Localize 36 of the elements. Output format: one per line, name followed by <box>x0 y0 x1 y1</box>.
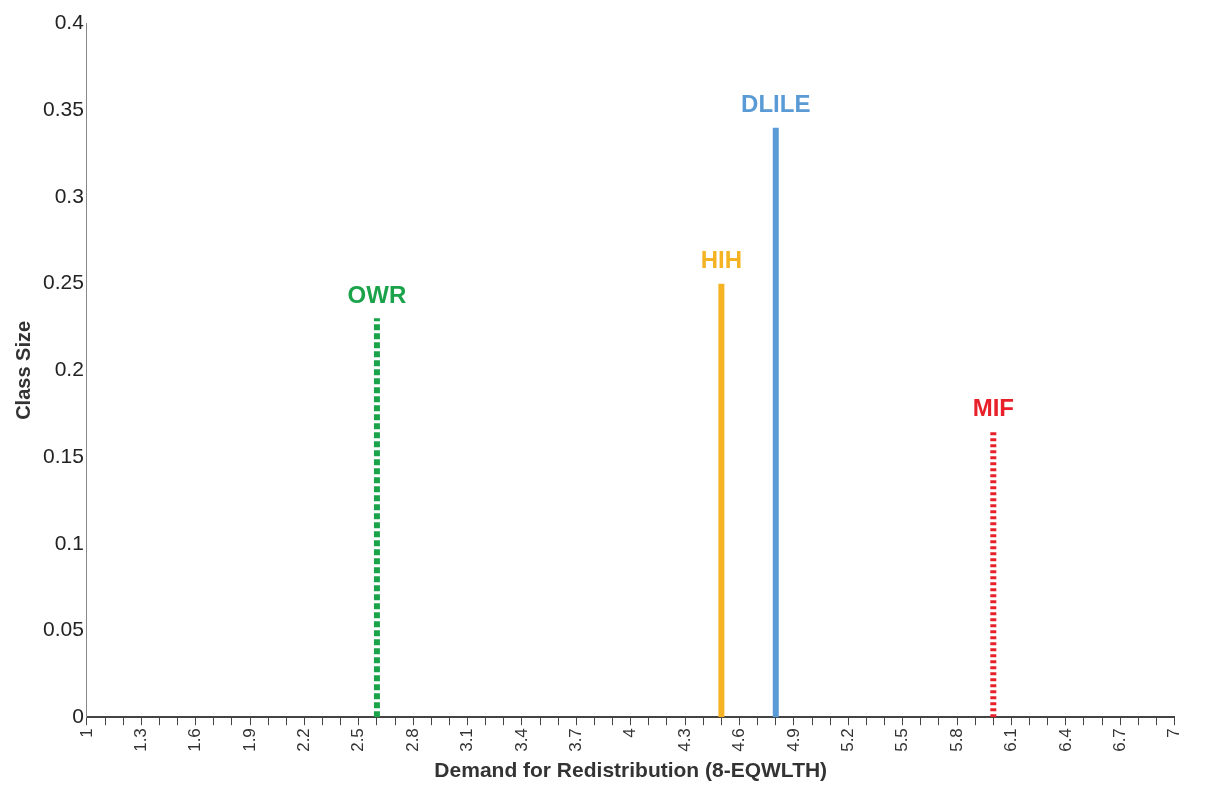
y-axis-title: Class Size <box>11 320 34 420</box>
y-tick-label: 0.4 <box>54 10 85 34</box>
x-tick-label: 1.9 <box>239 728 259 752</box>
x-tick-label: 6.4 <box>1055 728 1075 752</box>
x-tick-label: 1 <box>76 728 96 738</box>
series-label: DLILE <box>741 90 811 118</box>
y-tick-label: 0.25 <box>43 270 84 294</box>
y-tick-label: 0.05 <box>43 617 84 641</box>
x-tick-label: 4 <box>620 728 640 738</box>
y-tick-label: 0.35 <box>43 97 84 121</box>
x-axis-title: Demand for Redistribution (8-EQWLTH) <box>434 758 828 782</box>
x-tick-label: 1.3 <box>130 728 150 752</box>
x-tick-label: 6.1 <box>1001 728 1021 752</box>
x-tick-label: 4.9 <box>783 728 803 752</box>
series-label: MIF <box>972 393 1014 421</box>
x-tick-label: 4.3 <box>674 728 694 752</box>
y-tick-label: 0 <box>72 703 84 727</box>
x-tick-label: 2.5 <box>348 728 368 752</box>
x-tick-label: 5.5 <box>892 728 912 752</box>
y-tick-label: 0.3 <box>54 183 84 207</box>
x-tick-label: 5.8 <box>946 728 966 752</box>
x-tick-label: 4.6 <box>729 728 749 752</box>
x-tick-label: 3.1 <box>457 728 477 752</box>
series-label: OWR <box>347 280 407 308</box>
series-label: HIH <box>700 246 743 274</box>
x-tick-label: 3.7 <box>566 728 586 752</box>
y-tick-label: 0.2 <box>54 357 84 381</box>
x-tick-label: 1.6 <box>185 728 205 752</box>
x-tick-label: 6.7 <box>1109 728 1129 752</box>
x-tick-label: 2.2 <box>294 728 314 752</box>
x-tick-label: 7 <box>1164 728 1184 738</box>
x-tick-label: 5.2 <box>837 728 857 752</box>
x-tick-label: 2.8 <box>402 728 422 752</box>
y-tick-label: 0.15 <box>43 443 84 467</box>
x-tick-label: 3.4 <box>511 728 531 752</box>
y-tick-label: 0.1 <box>54 530 84 554</box>
